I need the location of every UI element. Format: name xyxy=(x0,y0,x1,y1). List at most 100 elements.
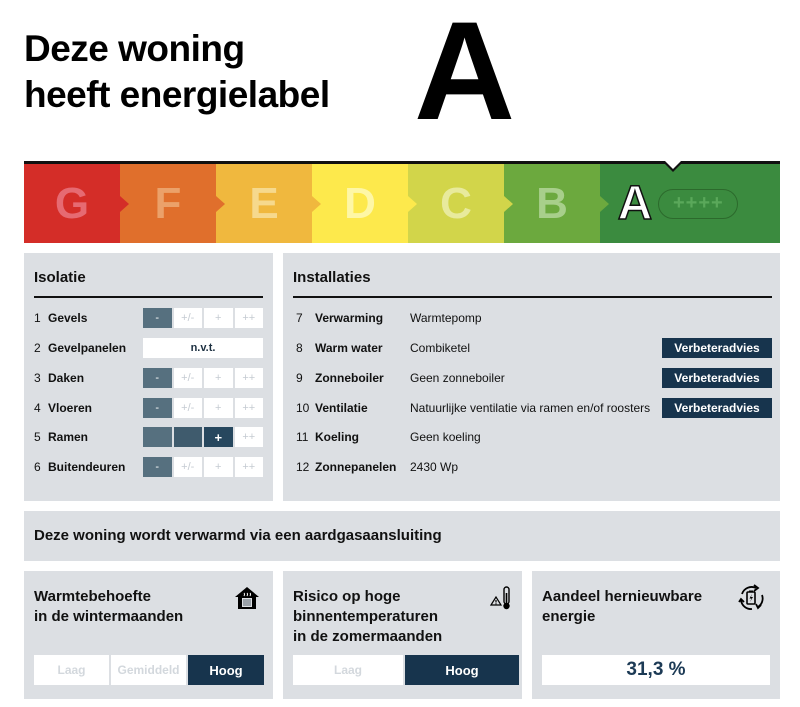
verbeteradvies-button-zonneboiler[interactable]: Verbeteradvies xyxy=(662,368,772,388)
isolatie-panel: Isolatie 1 Gevels - +/- + ++ 2 Gevelpane… xyxy=(24,253,273,501)
card-title: Warmtebehoefte in de wintermaanden xyxy=(34,587,183,627)
card-title-line: Risico op hoge xyxy=(293,588,401,605)
option-gemiddeld: Gemiddeld xyxy=(111,655,186,685)
rating-cell-mid: +/- xyxy=(173,308,202,328)
scale-top-line xyxy=(24,161,780,164)
installaties-title: Installaties xyxy=(293,269,371,286)
isolatie-title: Isolatie xyxy=(34,269,86,286)
scale-arrow-icon xyxy=(504,196,513,212)
row-name: Zonnepanelen xyxy=(315,460,397,474)
rating-scale: - +/- + ++ xyxy=(143,457,263,477)
row-number: 6 xyxy=(34,460,41,474)
row-name: Vloeren xyxy=(48,401,93,415)
rating-cell-plusplus: ++ xyxy=(234,427,263,447)
rating-cell-min: - xyxy=(143,368,172,388)
option-hoog-selected: Hoog xyxy=(405,655,519,685)
row-name: Daken xyxy=(48,371,85,385)
option-laag: Laag xyxy=(293,655,403,685)
rating-cell-mid: +/- xyxy=(173,457,202,477)
verbeteradvies-button-ventilatie[interactable]: Verbeteradvies xyxy=(662,398,772,418)
installatie-row-warm-water: 8 Warm water Combiketel Verbeteradvies xyxy=(293,338,772,358)
scale-arrow-icon xyxy=(216,196,225,212)
gas-connection-banner: Deze woning wordt verwarmd via een aardg… xyxy=(24,511,780,561)
row-value: Combiketel xyxy=(410,341,471,355)
rating-cell-min: - xyxy=(143,457,172,477)
row-name: Koeling xyxy=(315,430,359,444)
row-number: 4 xyxy=(34,401,41,415)
isolatie-row-ramen: 5 Ramen + ++ xyxy=(34,427,263,447)
rating-cell-plusplus: ++ xyxy=(234,398,263,418)
card-title-line: in de zomermaanden xyxy=(293,628,443,645)
card-title-line: binnentemperaturen xyxy=(293,608,439,625)
scale-class-d: D xyxy=(312,164,417,243)
divider xyxy=(34,296,263,298)
rating-scale: - +/- + ++ xyxy=(143,398,263,418)
headline-line-1: Deze woning xyxy=(24,28,245,69)
divider xyxy=(293,296,772,298)
scale-arrow-icon xyxy=(408,196,417,212)
thermometer-warning-icon xyxy=(489,586,510,610)
rating-cell-plus: + xyxy=(204,398,233,418)
scale-class-g: G xyxy=(24,164,129,243)
rating-scale: + ++ xyxy=(143,427,263,447)
row-number: 11 xyxy=(296,430,309,444)
verbeteradvies-button-warm-water[interactable]: Verbeteradvies xyxy=(662,338,772,358)
row-value: Warmtepomp xyxy=(410,311,482,325)
card-title: Aandeel hernieuwbare energie xyxy=(542,587,702,627)
isolatie-row-vloeren: 4 Vloeren - +/- + ++ xyxy=(34,398,263,418)
rating-cell-min: - xyxy=(143,308,172,328)
rating-cell-mid-filled xyxy=(173,427,202,447)
row-value: Natuurlijke ventilatie via ramen en/of r… xyxy=(410,401,651,415)
isolatie-row-buitendeuren: 6 Buitendeuren - +/- + ++ xyxy=(34,457,263,477)
row-number: 8 xyxy=(296,341,303,355)
rating-cell-plusplus: ++ xyxy=(234,368,263,388)
scale-class-a: A ++++ xyxy=(600,164,780,243)
hernieuwbare-energie-card: Aandeel hernieuwbare energie 31,3 % xyxy=(532,571,780,699)
scale-letter: C xyxy=(440,178,472,228)
isolatie-row-gevelpanelen: 2 Gevelpanelen n.v.t. xyxy=(34,338,263,358)
row-number: 7 xyxy=(296,311,303,325)
heated-house-icon xyxy=(235,587,259,609)
row-value: 2430 Wp xyxy=(410,460,459,474)
row-name: Verwarming xyxy=(315,311,384,325)
option-hoog-selected: Hoog xyxy=(188,655,264,685)
row-name: Buitendeuren xyxy=(48,460,126,474)
scale-bar: G F E D C B A ++++ xyxy=(24,164,780,243)
option-laag: Laag xyxy=(34,655,109,685)
gas-connection-text: Deze woning wordt verwarmd via een aardg… xyxy=(34,527,442,544)
rating-cell-min: - xyxy=(143,398,172,418)
risico-scale: Laag Hoog xyxy=(293,655,519,685)
row-name: Ventilatie xyxy=(315,401,368,415)
rating-scale: - +/- + ++ xyxy=(143,308,263,328)
renewable-share-value: 31,3 % xyxy=(542,655,770,685)
scale-letter: D xyxy=(344,178,376,228)
scale-class-f: F xyxy=(120,164,225,243)
scale-arrow-icon xyxy=(120,196,129,212)
scale-letter: B xyxy=(536,178,568,228)
rating-scale: - +/- + ++ xyxy=(143,368,263,388)
energy-label-letter: A xyxy=(414,0,516,149)
card-title-line: in de wintermaanden xyxy=(34,608,184,625)
card-title-line: energie xyxy=(542,608,596,625)
warmtebehoefte-card: Warmtebehoefte in de wintermaanden Laag … xyxy=(24,571,273,699)
scale-arrow-icon xyxy=(600,196,609,212)
row-number: 5 xyxy=(34,430,41,444)
card-title: Risico op hoge binnentemperaturen in de … xyxy=(293,587,442,647)
installatie-row-zonneboiler: 9 Zonneboiler Geen zonneboiler Verbetera… xyxy=(293,368,772,388)
scale-class-b: B xyxy=(504,164,609,243)
installatie-row-ventilatie: 10 Ventilatie Natuurlijke ventilatie via… xyxy=(293,398,772,418)
headline-line-2: heeft energielabel xyxy=(24,74,330,115)
row-name: Zonneboiler xyxy=(315,371,384,385)
scale-class-e: E xyxy=(216,164,321,243)
rating-cell-plusplus: ++ xyxy=(234,457,263,477)
scale-letter-active: A xyxy=(617,176,653,231)
renewable-battery-icon xyxy=(738,584,764,610)
row-number: 1 xyxy=(34,311,41,325)
not-applicable-badge: n.v.t. xyxy=(143,338,263,358)
rating-cell-plus: + xyxy=(204,308,233,328)
installaties-panel: Installaties 7 Verwarming Warmtepomp 8 W… xyxy=(283,253,780,501)
row-number: 2 xyxy=(34,341,41,355)
installatie-row-koeling: 11 Koeling Geen koeling xyxy=(293,427,772,447)
row-name: Gevelpanelen xyxy=(48,341,127,355)
row-name: Gevels xyxy=(48,311,88,325)
